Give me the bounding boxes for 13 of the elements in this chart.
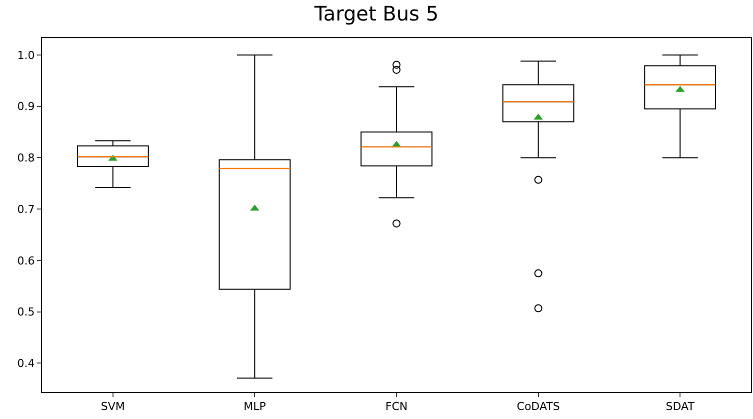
y-tick-label: 0.6 [17,254,35,268]
x-tick-label: SDAT [666,400,695,414]
x-tick-label: CoDATS [516,400,560,414]
y-tick-label: 1.0 [17,48,35,62]
x-tick-label: FCN [385,400,408,414]
x-tick-label: SVM [100,400,125,414]
y-tick-label: 0.8 [17,152,35,165]
y-tick-label: 0.9 [17,100,35,114]
y-tick-label: 0.5 [17,306,35,319]
chart-title: Target Bus 5 [313,1,439,26]
x-tick-label: MLP [244,400,266,414]
y-tick-label: 0.7 [17,202,35,216]
y-tick-label: 0.4 [17,357,35,370]
